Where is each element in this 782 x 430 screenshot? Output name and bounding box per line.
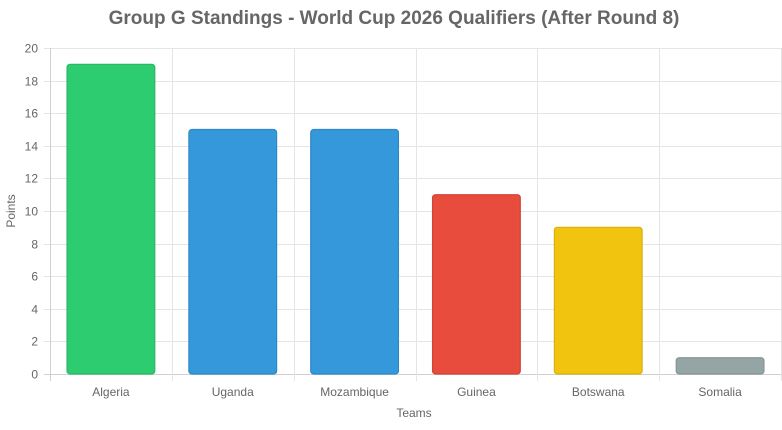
y-tick-label: 0 bbox=[31, 368, 38, 382]
y-tick-label: 14 bbox=[25, 140, 39, 154]
bar-uganda[interactable] bbox=[188, 128, 278, 375]
x-tick-labels: Algeria Uganda Mozambique Guinea Botswana Som… bbox=[92, 385, 742, 399]
y-tick-label: 8 bbox=[31, 238, 38, 252]
x-tick-label-botswana: Botswana bbox=[572, 385, 625, 399]
bar-mozambique[interactable] bbox=[310, 128, 400, 375]
x-tick-label-guinea: Guinea bbox=[457, 385, 496, 399]
y-tick-label: 12 bbox=[25, 172, 39, 186]
bar-layer bbox=[66, 63, 765, 375]
chart-title: Group G Standings - World Cup 2026 Quali… bbox=[109, 8, 680, 29]
bar-guinea[interactable] bbox=[431, 194, 521, 375]
bar-somalia[interactable] bbox=[675, 357, 765, 375]
x-tick-label-uganda: Uganda bbox=[212, 385, 254, 399]
y-tick-label: 16 bbox=[25, 107, 39, 121]
y-tick-label: 6 bbox=[31, 270, 38, 284]
x-tick-label-algeria: Algeria bbox=[92, 385, 130, 399]
y-tick-labels: 0 2 4 6 8 10 12 14 16 18 20 bbox=[25, 42, 39, 382]
x-tick-label-somalia: Somalia bbox=[698, 385, 742, 399]
y-tick-label: 2 bbox=[31, 335, 38, 349]
y-tick-label: 10 bbox=[25, 205, 39, 219]
y-axis-label: Points bbox=[4, 194, 18, 227]
bar-algeria[interactable] bbox=[66, 63, 156, 375]
y-tick-label: 4 bbox=[31, 303, 38, 317]
x-axis-label: Teams bbox=[396, 406, 431, 420]
bar-botswana[interactable] bbox=[553, 226, 643, 375]
x-tick-label-mozambique: Mozambique bbox=[320, 385, 389, 399]
y-tick-label: 18 bbox=[25, 75, 39, 89]
y-tick-label: 20 bbox=[25, 42, 39, 56]
